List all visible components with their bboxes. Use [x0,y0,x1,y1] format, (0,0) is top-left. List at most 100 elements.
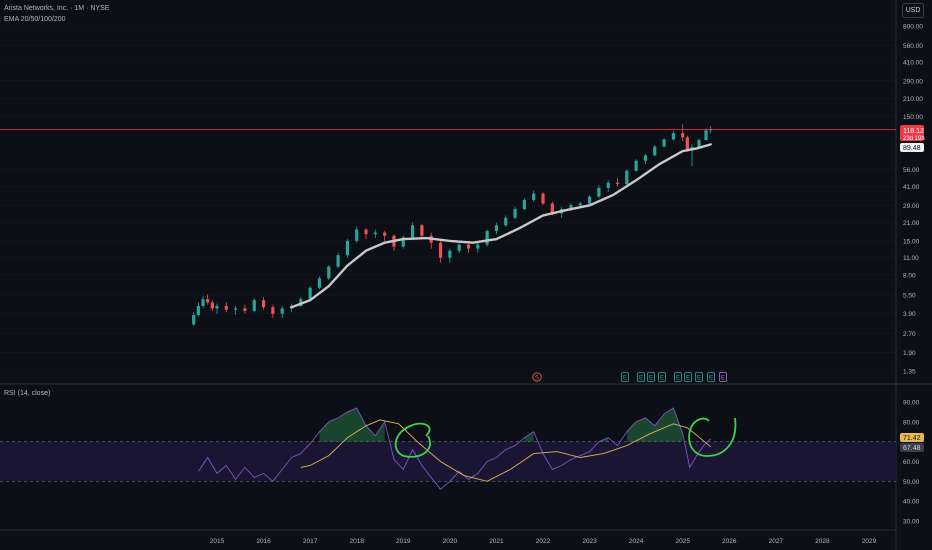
price-tick-label: 410.00 [903,60,923,67]
candle [271,304,275,318]
candle [261,297,266,310]
candle [457,242,461,253]
candle [210,300,214,311]
candle [364,228,368,240]
time-axis[interactable]: 2015 2016 2017 2018 2019 2020 2021 2022 2023 2024… [210,538,877,545]
candle [243,304,247,314]
price-tick-label: 800.00 [903,24,923,31]
candle [532,190,536,202]
price-tick-label: 210.00 [903,96,923,103]
candle [671,130,675,141]
time-tick-label: 2023 [582,538,597,545]
svg-text:E: E [709,376,713,382]
rsi-band [0,441,896,482]
candle [280,305,284,318]
earnings-marker[interactable]: E [684,372,693,382]
candle [429,232,433,249]
candle [704,128,708,141]
time-tick-label: 2020 [443,538,458,545]
price-grid [0,25,896,372]
time-tick-label: 2015 [210,538,225,545]
price-axis[interactable]: 800.00 560.00 410.00 290.00 210.00 150.00 56.0… [903,24,923,376]
candle [615,178,620,187]
candle [373,229,377,239]
candle [196,302,200,317]
candle [504,215,508,227]
earnings-marker[interactable]: E [707,372,716,382]
candle [494,222,499,235]
time-tick-label: 2024 [629,538,644,545]
price-tick-label: 150.00 [903,114,923,121]
bar-countdown: 23d 19h [903,136,925,142]
earnings-marker[interactable]: E [637,372,646,382]
rsi-axis[interactable]: 90.00 80.00 60.00 50.00 40.00 30.00 [903,400,920,526]
time-tick-label: 2026 [722,538,737,545]
candle [234,305,238,316]
candle [541,192,545,206]
rsi-tick-label: 60.00 [903,459,920,466]
svg-text:E: E [676,376,680,382]
candle [392,234,396,251]
time-tick-label: 2017 [303,538,318,545]
candle [317,276,322,290]
candle [206,294,210,305]
chart-title: Arista Networks, Inc. · 1M · NYSE [4,5,110,12]
time-tick-label: 2028 [815,538,830,545]
candle [327,264,331,280]
annotation-circle-right[interactable] [688,417,737,457]
price-tick-label: 41.00 [903,184,920,191]
time-tick-label: 2029 [862,538,877,545]
candle [224,302,228,313]
currency-button[interactable]: USD [902,3,924,18]
rsi-ma-line [300,419,711,482]
rsi-tick-label: 50.00 [903,479,920,486]
rsi-tick-label: 90.00 [903,400,920,407]
rsi-tick-label: 40.00 [903,499,920,506]
earnings-marker-upcoming[interactable]: E [719,372,728,382]
earnings-marker[interactable]: E [647,372,656,382]
candle [252,298,256,313]
candle [653,145,657,157]
rsi-background-band [0,441,896,482]
candle [401,235,405,249]
candle [625,169,629,186]
candle [681,124,685,142]
earnings-marker[interactable]: E [674,372,683,382]
time-tick-label: 2022 [536,538,551,545]
price-tick-label: 8.00 [903,272,916,279]
dividend-marker[interactable]: S [532,372,542,382]
candle [345,239,349,258]
ema-line [290,143,712,309]
price-tick-label: 29.00 [903,203,920,210]
price-tick-label: 11.00 [903,255,919,262]
price-tick-label: 2.70 [903,331,916,338]
ema-indicator-label[interactable]: EMA 20/50/100/200 [4,16,66,23]
earnings-marker[interactable]: E [621,372,630,382]
rsi-overbought-area [598,437,609,442]
earnings-marker[interactable]: E [695,372,704,382]
price-tick-label: 5.50 [903,293,916,300]
time-tick-label: 2019 [396,538,411,545]
candle [597,185,601,199]
candle [513,207,517,219]
candle [662,138,666,148]
svg-text:S: S [535,376,539,382]
time-tick-label: 2018 [349,538,364,545]
price-tick-label: 290.00 [903,78,923,85]
candle [522,198,526,211]
earnings-marker[interactable]: E [658,372,667,382]
candle [383,231,387,241]
rsi-overbought-area [319,407,385,442]
ema-value-tag: 89.48 [900,143,924,152]
annotation-circle-left[interactable] [394,422,431,458]
price-tick-label: 1.90 [903,350,916,357]
svg-text:E: E [660,376,664,382]
candlestick-series [192,124,713,327]
candle [411,222,415,240]
time-tick-label: 2027 [769,538,784,545]
annotation-circles[interactable] [394,417,737,458]
candle [336,252,340,269]
candle [643,153,648,165]
